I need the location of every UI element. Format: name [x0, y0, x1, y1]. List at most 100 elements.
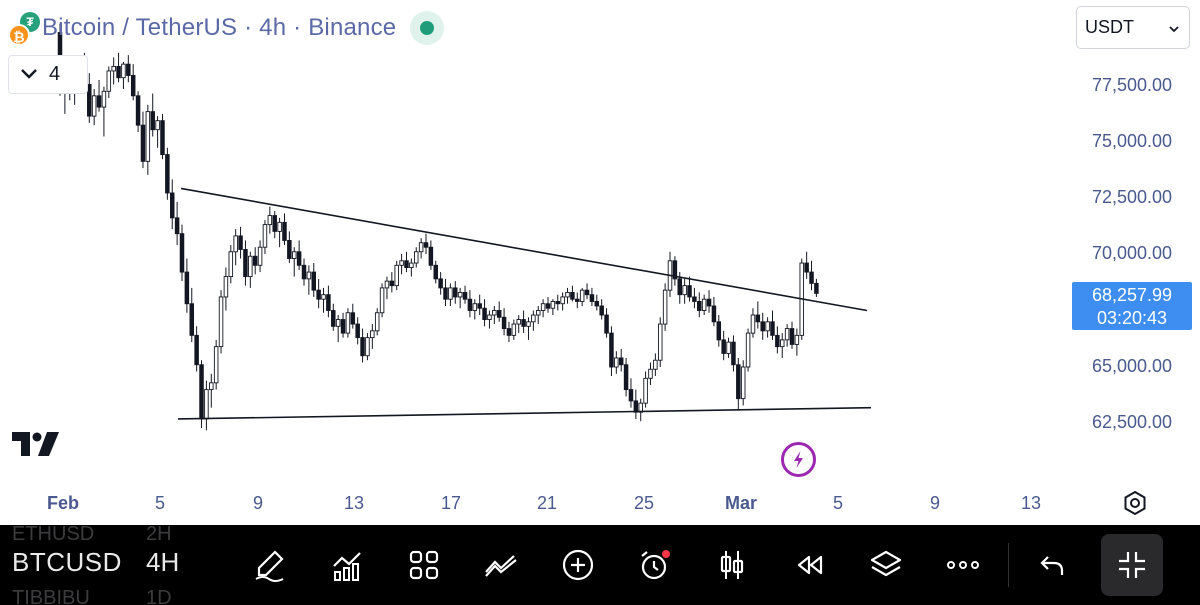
candle-up — [643, 377, 648, 404]
candle-up — [248, 255, 253, 278]
candle-up — [701, 298, 707, 311]
candle-up — [209, 382, 214, 391]
candle-down — [687, 285, 692, 298]
candle-down — [584, 289, 590, 296]
candle-down — [296, 251, 302, 266]
candle-down — [96, 95, 102, 108]
undo-icon — [1040, 556, 1064, 575]
symbol-picker[interactable]: BTCUSD — [12, 547, 122, 577]
candle-up — [784, 328, 790, 341]
candle-up — [257, 246, 263, 266]
candle-down — [575, 298, 580, 302]
current-price-badge: 68,257.99 03:20:43 — [1072, 282, 1192, 330]
ghost-interval: 1D — [146, 587, 172, 605]
symbol-title[interactable]: Bitcoin / TetherUS · 4h · Binance — [42, 14, 397, 41]
candle-up — [233, 235, 238, 253]
layers-icon — [870, 550, 902, 577]
candle-up — [682, 285, 687, 296]
indicator-count: 4 — [49, 63, 61, 85]
compare-lines-icon — [485, 555, 517, 577]
candle-down — [692, 296, 697, 302]
replay-button[interactable] — [783, 539, 835, 591]
trendline-lower-support[interactable] — [177, 406, 872, 420]
time-axis-label: Feb — [46, 493, 80, 513]
candle-up — [121, 63, 126, 79]
interval-picker[interactable]: 4H — [146, 547, 180, 577]
candle-down — [140, 124, 146, 162]
lightning-icon[interactable] — [781, 442, 816, 477]
layouts-button[interactable] — [398, 539, 450, 591]
indicators-button[interactable] — [321, 539, 373, 591]
chart-area[interactable]: ₮ ₿ Bitcoin / TetherUS · 4h · Binance 4 … — [0, 0, 1200, 525]
candle-down — [355, 323, 360, 339]
drawing-tools-button[interactable] — [244, 539, 296, 591]
candle-up — [321, 294, 326, 300]
candle-down — [160, 120, 165, 156]
candle-down — [716, 321, 722, 341]
candle-down — [438, 278, 443, 289]
time-axis-label: 9 — [252, 493, 264, 513]
candle-up — [399, 260, 404, 266]
candle-down — [672, 260, 678, 280]
trendline-group[interactable] — [177, 187, 872, 420]
candle-down — [423, 242, 429, 248]
brush-icon — [255, 550, 284, 582]
object-tree-button[interactable] — [860, 539, 912, 591]
candle-down — [599, 305, 604, 316]
symbol-header[interactable]: ₮ ₿ Bitcoin / TetherUS · 4h · Binance — [6, 10, 445, 46]
candle-down — [282, 221, 287, 241]
candle-up — [535, 310, 541, 316]
price-axis-label: 65,000.00 — [1091, 356, 1173, 376]
price-axis-label: 75,000.00 — [1091, 131, 1173, 151]
chart-type-button[interactable] — [706, 539, 758, 591]
candle-up — [155, 120, 160, 131]
time-axis-label: 5 — [832, 493, 844, 513]
trendline-upper-resistance[interactable] — [180, 187, 868, 312]
candle-down — [389, 280, 395, 287]
candle-up — [560, 296, 565, 305]
candles-icon — [720, 551, 744, 579]
candlestick-chart[interactable] — [0, 0, 1200, 525]
candle-up — [579, 289, 585, 302]
candle-down — [789, 328, 795, 345]
candle-down — [633, 400, 639, 413]
candle-down — [482, 307, 487, 320]
candle-up — [657, 323, 663, 361]
candle-down — [804, 262, 809, 273]
time-axis-label: 5 — [154, 493, 166, 513]
candle-down — [770, 321, 775, 336]
compare-button[interactable] — [475, 539, 527, 591]
undo-button[interactable] — [1027, 539, 1079, 591]
candle-down — [360, 337, 365, 357]
alerts-button[interactable] — [629, 539, 681, 591]
candle-up — [472, 303, 478, 311]
candle-down — [628, 389, 634, 402]
candle-down — [169, 192, 175, 219]
candle-up — [765, 321, 770, 332]
candle-down — [331, 310, 336, 327]
grid-icon — [409, 550, 439, 580]
candle-down — [184, 271, 190, 305]
bar-countdown: 03:20:43 — [1096, 308, 1168, 328]
candle-down — [350, 312, 356, 325]
fullscreen-exit-button[interactable] — [1101, 534, 1163, 596]
candle-up — [374, 312, 380, 332]
candle-up — [726, 341, 731, 354]
price-axis-label: 62,500.00 — [1091, 412, 1173, 432]
more-button[interactable] — [937, 539, 989, 591]
add-button[interactable] — [552, 539, 604, 591]
candle-down — [301, 264, 307, 280]
candle-up — [370, 330, 375, 339]
toolbar-divider — [1008, 543, 1009, 587]
indicators-toggle-button[interactable]: 4 — [8, 55, 88, 94]
candle-down — [238, 235, 243, 250]
candle-up — [750, 314, 756, 334]
candle-down — [736, 364, 741, 400]
candle-down — [623, 364, 629, 391]
candle-down — [174, 217, 180, 235]
chart-settings-icon[interactable] — [1120, 488, 1150, 518]
candle-up — [384, 280, 390, 289]
candle-down — [496, 310, 502, 318]
currency-select[interactable]: USDT — [1076, 6, 1190, 49]
price-axis-label: 77,500.00 — [1091, 75, 1173, 95]
